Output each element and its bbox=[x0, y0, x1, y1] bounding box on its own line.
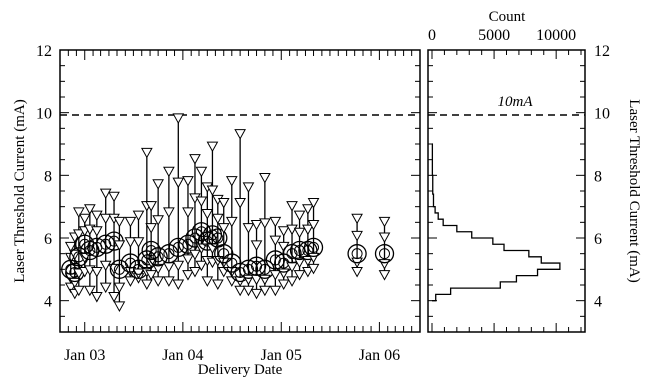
x-tick-label: Jan 06 bbox=[359, 347, 400, 364]
right-axis-ticks bbox=[428, 50, 585, 332]
y-tick-label: 6 bbox=[44, 231, 52, 248]
y-tick-labels-left: 4 6 8 10 12 bbox=[36, 43, 52, 311]
y-tick-label: 8 bbox=[594, 168, 602, 185]
count-tick-label: 10000 bbox=[536, 27, 576, 44]
data-point bbox=[149, 180, 167, 286]
count-tick-label: 5000 bbox=[478, 27, 510, 44]
x-tick-label: Jan 03 bbox=[64, 347, 105, 364]
data-point bbox=[97, 189, 115, 292]
y-tick-label: 4 bbox=[594, 294, 602, 311]
y-axis-label-left: Laser Threshold Current (mA) bbox=[12, 99, 28, 282]
count-axis-ticks bbox=[432, 50, 581, 332]
y-tick-labels-right: 4 6 8 10 12 bbox=[594, 43, 610, 311]
data-point bbox=[376, 217, 394, 279]
x-tick-label: Jan 04 bbox=[162, 347, 203, 364]
data-point bbox=[138, 148, 156, 289]
data-point bbox=[160, 167, 178, 286]
histogram-outline bbox=[432, 144, 560, 301]
count-tick-labels: 0 5000 10000 bbox=[428, 27, 576, 44]
y-tick-label: 10 bbox=[594, 106, 610, 123]
y-tick-label: 12 bbox=[594, 43, 610, 60]
y-tick-label: 6 bbox=[594, 231, 602, 248]
y-tick-label: 12 bbox=[36, 43, 52, 60]
data-point bbox=[348, 214, 366, 276]
y-tick-label: 10 bbox=[36, 106, 52, 123]
reference-line-label: 10mA bbox=[498, 94, 534, 110]
count-tick-label: 0 bbox=[428, 27, 436, 44]
histogram-panel-frame bbox=[428, 50, 585, 332]
data-point bbox=[203, 142, 221, 267]
scatter-points bbox=[62, 114, 394, 311]
y-tick-label: 8 bbox=[44, 168, 52, 185]
x-axis-label: Delivery Date bbox=[198, 362, 283, 378]
y-axis-label-right: Laser Threshold Current (mA) bbox=[626, 99, 642, 282]
count-axis-label: Count bbox=[489, 9, 527, 25]
x-tick-label: Jan 05 bbox=[261, 347, 302, 364]
y-tick-label: 4 bbox=[44, 294, 52, 311]
